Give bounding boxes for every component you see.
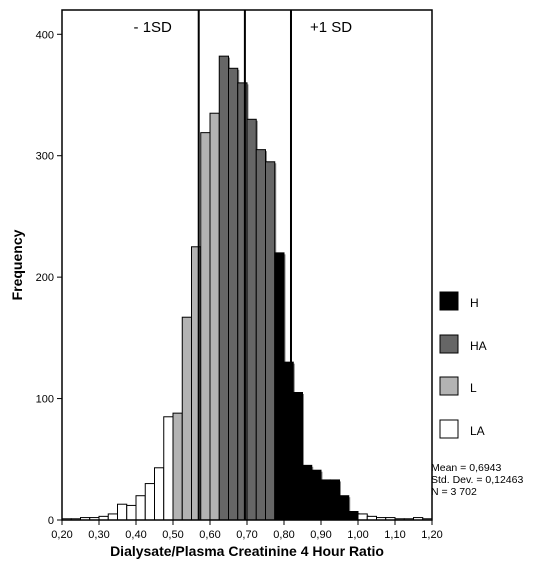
bar-29 xyxy=(329,479,340,521)
histogram-bars xyxy=(61,55,433,521)
stats-line-0: Mean = 0,6943 xyxy=(431,462,502,474)
bar-26 xyxy=(302,464,313,521)
bar-13 xyxy=(181,316,192,521)
bar-9 xyxy=(144,483,155,521)
bar-11 xyxy=(163,416,174,521)
sd-labels: - 1SD +1 SD xyxy=(134,19,353,36)
bar-22 xyxy=(265,161,276,521)
legend: H HA L LA xyxy=(439,291,487,439)
x-tick-label-5: 0,70 xyxy=(236,529,257,541)
legend-swatch-h xyxy=(439,291,459,311)
bar-8 xyxy=(135,495,146,521)
x-tick-label-8: 1,00 xyxy=(347,529,368,541)
x-tick-label-3: 0,50 xyxy=(162,529,183,541)
bar-10 xyxy=(154,467,165,521)
bar-25 xyxy=(292,392,303,521)
bar-16 xyxy=(209,112,220,521)
sd-label-2: +1 SD xyxy=(310,19,352,36)
x-tick-label-6: 0,80 xyxy=(273,529,294,541)
legend-swatch-l xyxy=(439,376,459,396)
bar-7 xyxy=(126,504,137,521)
sd-reference-lines xyxy=(197,10,292,520)
bar-32 xyxy=(357,513,368,521)
bar-31 xyxy=(348,511,359,521)
y-axis-title: Frequency xyxy=(9,229,25,300)
y-tick-label-2: 200 xyxy=(36,272,54,284)
legend-label-ha: HA xyxy=(470,339,487,353)
legend-label-la: LA xyxy=(470,424,485,438)
x-tick-label-1: 0,30 xyxy=(88,529,109,541)
y-tick-label-3: 300 xyxy=(36,151,54,163)
y-axis: 0 100 200 300 400 xyxy=(36,29,62,527)
bar-15 xyxy=(200,132,211,521)
stats-line-2: N = 3 702 xyxy=(431,486,477,498)
bar-20 xyxy=(246,118,257,521)
stats-line-1: Std. Dev. = 0,12463 xyxy=(431,474,523,486)
x-tick-label-10: 1,20 xyxy=(421,529,442,541)
y-tick-label-4: 400 xyxy=(36,29,54,41)
x-axis: 0,20 0,30 0,40 0,50 0,60 0,70 0,80 0,90 1,00 1,10… xyxy=(51,520,443,541)
bar-5 xyxy=(107,513,118,521)
bar-17 xyxy=(218,55,229,521)
bar-12 xyxy=(172,412,183,521)
legend-swatch-la xyxy=(439,419,459,439)
x-tick-label-9: 1,10 xyxy=(384,529,405,541)
sd-label-0: - 1SD xyxy=(134,19,173,36)
bar-30 xyxy=(339,495,350,521)
bar-28 xyxy=(320,479,331,521)
x-axis-title: Dialysate/Plasma Creatinine 4 Hour Ratio xyxy=(110,543,384,559)
legend-label-l: L xyxy=(470,381,477,395)
bar-18 xyxy=(228,67,239,521)
bar-21 xyxy=(255,149,266,521)
legend-swatch-ha xyxy=(439,334,459,354)
bar-27 xyxy=(311,469,322,521)
y-tick-label-0: 0 xyxy=(48,515,54,527)
bar-23 xyxy=(274,252,285,521)
legend-label-h: H xyxy=(470,296,479,310)
x-tick-label-7: 0,90 xyxy=(310,529,331,541)
x-tick-label-4: 0,60 xyxy=(199,529,220,541)
x-tick-label-0: 0,20 xyxy=(51,529,72,541)
bar-6 xyxy=(117,503,128,521)
x-tick-label-2: 0,40 xyxy=(125,529,146,541)
y-tick-label-1: 100 xyxy=(36,394,54,406)
